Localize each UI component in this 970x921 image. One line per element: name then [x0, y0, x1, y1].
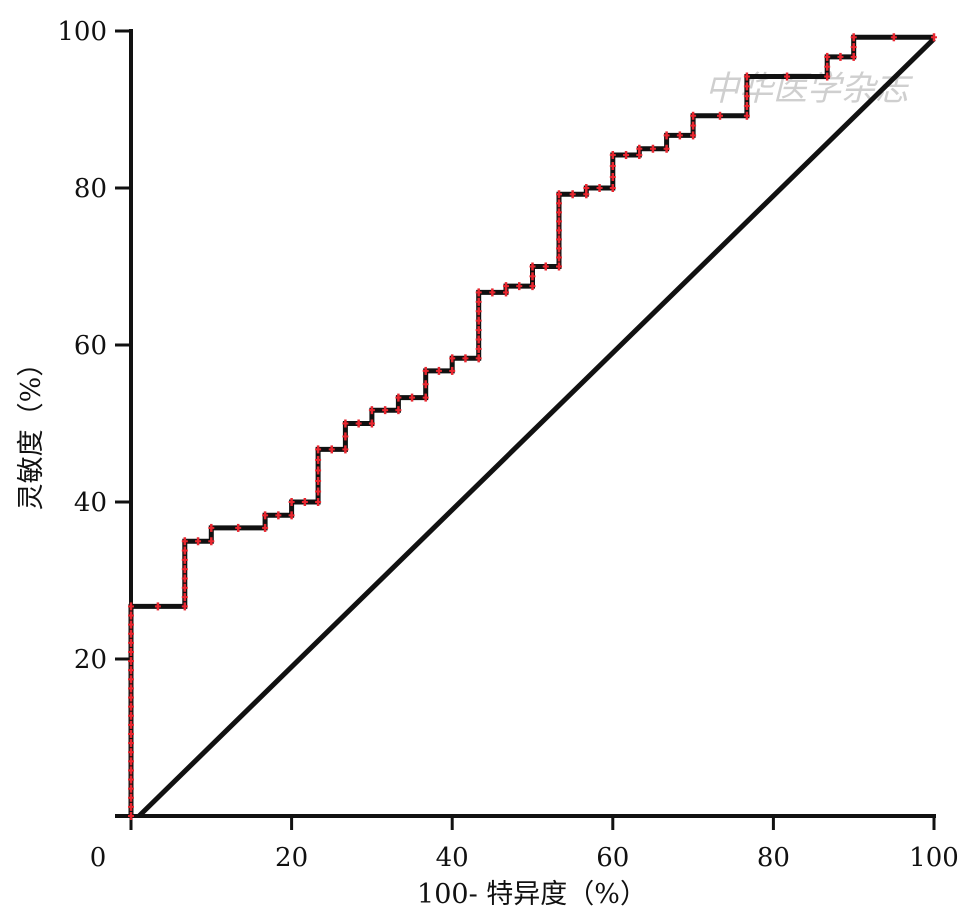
x-axis-title: 100- 特异度（%） — [417, 879, 647, 910]
x-tick-label: 100 — [909, 843, 959, 873]
x-tick-label: 80 — [757, 843, 790, 873]
y-tick-label: 100 — [57, 17, 107, 47]
y-tick-label: 40 — [74, 488, 107, 518]
x-tick-label: 60 — [596, 843, 629, 873]
lines-layer — [128, 34, 936, 818]
x-tick-label: 0 — [90, 843, 107, 873]
x-tick-label: 20 — [275, 843, 308, 873]
y-tick-label: 80 — [74, 174, 107, 204]
x-tick-label: 40 — [436, 843, 469, 873]
marker-layer — [128, 33, 937, 820]
ticks-layer: 0 20 40 60 80 100 20 40 60 80 100 — [57, 17, 958, 873]
y-tick-label: 60 — [74, 331, 107, 361]
y-tick-label: 20 — [74, 645, 107, 675]
reference-diagonal-line — [137, 37, 936, 818]
y-axis-title: 灵敏度（%） — [16, 350, 47, 511]
